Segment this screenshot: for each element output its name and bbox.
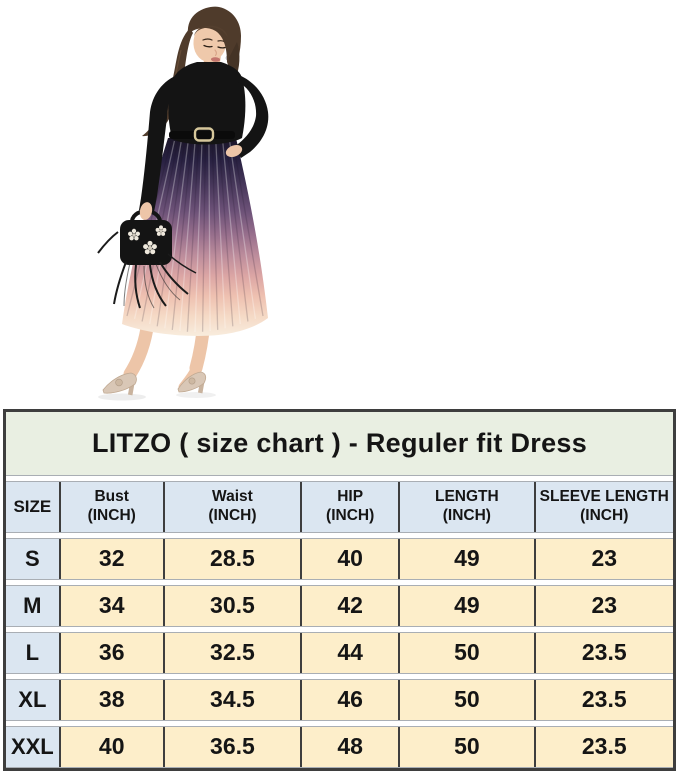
- product-photo: [97, 6, 269, 401]
- size-row-xl: XL 38 34.5 46 50 23.5: [6, 679, 673, 721]
- measurement-cell: 23.5: [535, 633, 673, 673]
- header-cell-length: LENGTH (INCH): [400, 482, 536, 532]
- header-label: SLEEVE LENGTH: [539, 488, 669, 506]
- hand-holding-bag: [139, 202, 153, 220]
- header-cell-size: SIZE: [6, 482, 61, 532]
- measurement-cell: 28.5: [164, 539, 303, 579]
- size-label-cell: XL: [6, 680, 61, 720]
- measurement-cell: 36: [60, 633, 165, 673]
- model-illustration: [97, 6, 269, 401]
- skirt-pleats: [126, 140, 264, 333]
- measurement-cell: 32.5: [164, 633, 303, 673]
- feather-clutch-bag: [97, 202, 197, 309]
- model-belt: [169, 127, 235, 142]
- header-unit: (INCH): [580, 507, 629, 524]
- measurement-cell: 30.5: [164, 586, 303, 626]
- model-skirt: [122, 138, 268, 336]
- header-label: HIP: [337, 488, 364, 506]
- header-cell-waist: Waist (INCH): [164, 482, 303, 532]
- size-chart-header-row: SIZE Bust (INCH) Waist (INCH) HIP (INCH) LENGTH…: [6, 481, 673, 533]
- measurement-cell: 23: [535, 539, 673, 579]
- header-unit: (INCH): [326, 507, 375, 524]
- header-unit: (INCH): [87, 507, 136, 524]
- size-row-l: L 36 32.5 44 50 23.5: [6, 632, 673, 674]
- header-cell-sleeve-length: SLEEVE LENGTH (INCH): [535, 482, 673, 532]
- header-label: SIZE: [13, 496, 52, 516]
- floor-shadow: [98, 392, 216, 401]
- header-label: Bust: [94, 488, 129, 506]
- measurement-cell: 44: [302, 633, 401, 673]
- size-label-cell: L: [6, 633, 61, 673]
- measurement-cell: 23.5: [535, 727, 673, 767]
- model-top: [139, 62, 269, 212]
- measurement-cell: 40: [302, 539, 401, 579]
- header-unit: (INCH): [442, 507, 491, 524]
- header-unit: (INCH): [208, 507, 257, 524]
- size-chart: LITZO ( size chart ) - Reguler fit Dress…: [3, 409, 676, 771]
- size-chart-title: LITZO ( size chart ) - Reguler fit Dress: [6, 412, 673, 476]
- measurement-cell: 50: [400, 633, 536, 673]
- measurement-cell: 46: [302, 680, 401, 720]
- header-cell-hip: HIP (INCH): [302, 482, 401, 532]
- crystal-flowers: [128, 225, 167, 255]
- measurement-cell: 48: [302, 727, 401, 767]
- measurement-cell: 40: [60, 727, 165, 767]
- header-label: Waist: [212, 488, 253, 506]
- size-row-xxl: XXL 40 36.5 48 50 23.5: [6, 726, 673, 768]
- measurement-cell: 42: [302, 586, 401, 626]
- measurement-cell: 23: [535, 586, 673, 626]
- measurement-cell: 36.5: [164, 727, 303, 767]
- measurement-cell: 50: [400, 680, 536, 720]
- size-row-s: S 32 28.5 40 49 23: [6, 538, 673, 580]
- measurement-cell: 49: [400, 586, 536, 626]
- hand-on-hip: [225, 144, 243, 158]
- size-row-m: M 34 30.5 42 49 23: [6, 585, 673, 627]
- measurement-cell: 34: [60, 586, 165, 626]
- measurement-cell: 49: [400, 539, 536, 579]
- measurement-cell: 50: [400, 727, 536, 767]
- size-label-cell: XXL: [6, 727, 61, 767]
- measurement-cell: 23.5: [535, 680, 673, 720]
- size-label-cell: S: [6, 539, 61, 579]
- model-shoes: [102, 371, 207, 396]
- header-cell-bust: Bust (INCH): [60, 482, 165, 532]
- size-label-cell: M: [6, 586, 61, 626]
- measurement-cell: 34.5: [164, 680, 303, 720]
- measurement-cell: 32: [60, 539, 165, 579]
- measurement-cell: 38: [60, 680, 165, 720]
- header-label: LENGTH: [435, 488, 499, 506]
